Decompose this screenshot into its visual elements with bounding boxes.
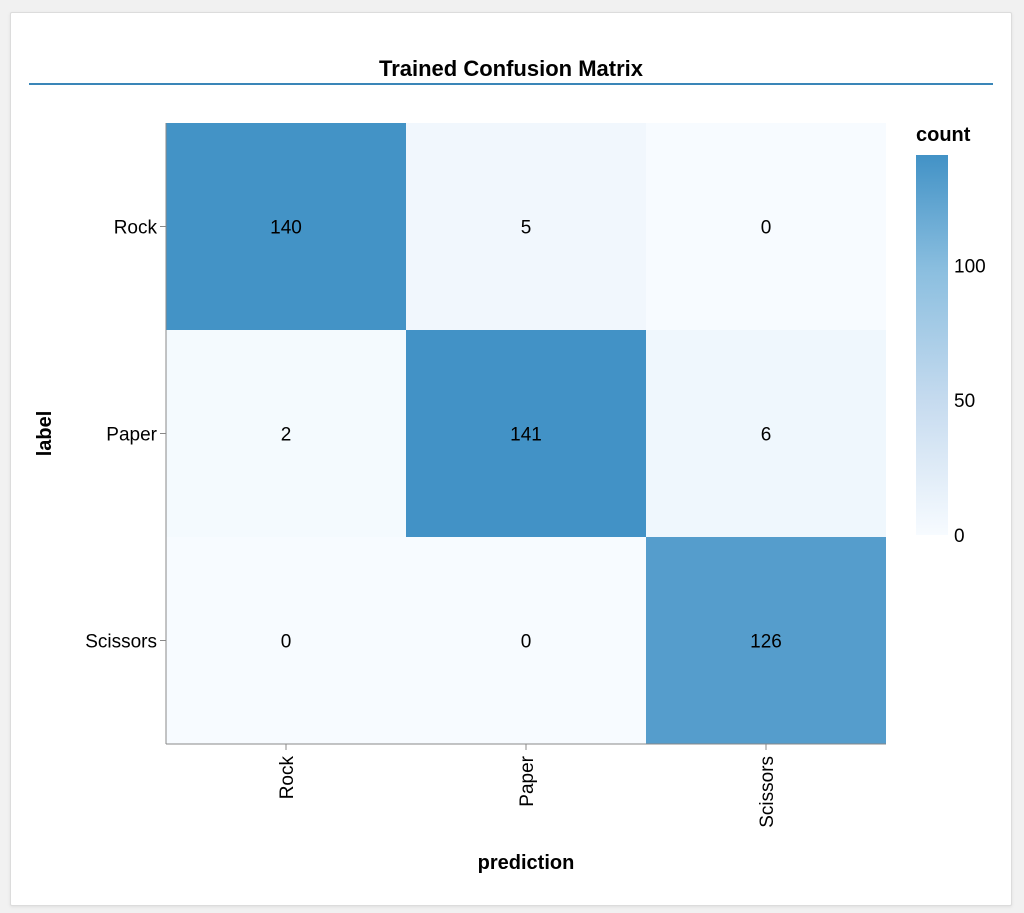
cell-value-label: 2 bbox=[281, 425, 292, 446]
cell-value-label: 141 bbox=[510, 425, 542, 446]
cell-value-label: 6 bbox=[761, 425, 772, 446]
legend-tick-label: 0 bbox=[954, 526, 965, 547]
y-tick-label: Paper bbox=[106, 425, 157, 446]
x-tick-label: Paper bbox=[517, 755, 538, 806]
cell-value-label: 0 bbox=[761, 218, 772, 239]
chart-title: Trained Confusion Matrix bbox=[378, 56, 644, 81]
heatmap-cell-rock-rock bbox=[166, 123, 406, 330]
chart-card: Trained Confusion Matrix 140 5 0 2 141 6 0 0 126… bbox=[10, 12, 1012, 906]
heatmap-cell-scissors-rock bbox=[166, 537, 406, 744]
heatmap-cell-paper-rock bbox=[166, 330, 406, 537]
y-axis-title: label bbox=[34, 411, 56, 457]
y-tick-label: Rock bbox=[114, 218, 158, 239]
heatmap-cell-scissors-scissors bbox=[646, 537, 886, 744]
color-legend: count 100 50 0 bbox=[916, 124, 986, 547]
x-tick-label: Scissors bbox=[757, 756, 778, 828]
heatmap-cell-rock-paper bbox=[406, 123, 646, 330]
heatmap-cells bbox=[166, 123, 886, 744]
legend-title: count bbox=[916, 124, 971, 146]
heatmap-cell-paper-paper bbox=[406, 330, 646, 537]
cell-value-label: 5 bbox=[521, 218, 532, 239]
heatmap-cell-scissors-paper bbox=[406, 537, 646, 744]
legend-gradient-bar bbox=[916, 155, 948, 535]
cell-value-label: 140 bbox=[270, 218, 302, 239]
cell-value-label: 0 bbox=[521, 632, 532, 653]
title-divider bbox=[29, 83, 993, 85]
heatmap-cell-rock-scissors bbox=[646, 123, 886, 330]
y-tick-label: Scissors bbox=[85, 632, 157, 653]
cell-value-label: 126 bbox=[750, 632, 782, 653]
cell-value-label: 0 bbox=[281, 632, 292, 653]
heatmap-axes: Rock Paper Scissors Rock Paper Scissors predic… bbox=[34, 123, 886, 874]
legend-tick-label: 50 bbox=[954, 391, 975, 412]
x-tick-label: Rock bbox=[277, 756, 298, 800]
x-axis-title: prediction bbox=[478, 852, 575, 874]
heatmap-cell-paper-scissors bbox=[646, 330, 886, 537]
heatmap-cell-labels: 140 5 0 2 141 6 0 0 126 bbox=[270, 218, 782, 653]
legend-tick-label: 100 bbox=[954, 256, 986, 277]
